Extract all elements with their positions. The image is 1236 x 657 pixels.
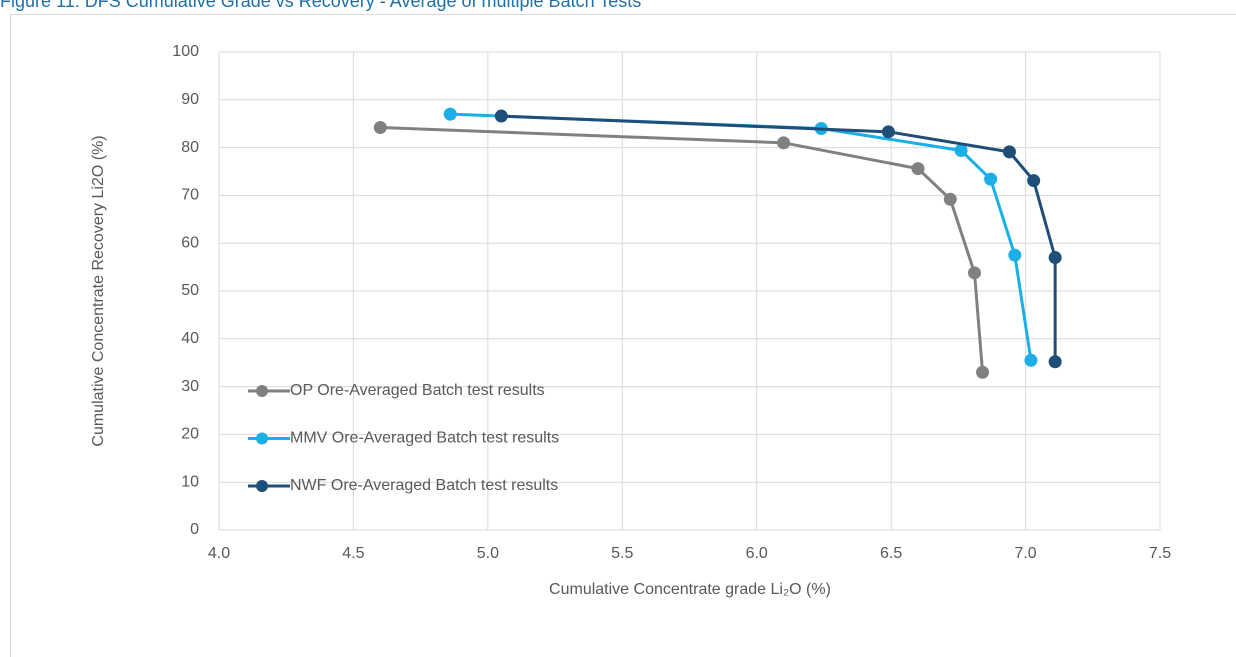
data-point	[1027, 174, 1041, 188]
x-tick-label: 5.5	[611, 545, 633, 562]
data-point	[976, 365, 990, 379]
data-point	[1002, 145, 1016, 159]
x-tick-label: 6.0	[746, 545, 768, 562]
legend-marker	[256, 480, 268, 492]
y-tick-label: 30	[181, 378, 199, 395]
data-point	[1008, 248, 1022, 262]
chart-border	[10, 14, 1236, 657]
x-tick-label: 4.5	[342, 545, 364, 562]
y-tick-label: 90	[181, 91, 199, 108]
data-point	[911, 162, 925, 176]
legend-label: NWF Ore-Averaged Batch test results	[290, 477, 558, 494]
data-point	[881, 125, 895, 139]
data-point	[1048, 355, 1062, 369]
series-line	[450, 112, 1033, 361]
x-tick-label: 7.0	[1014, 545, 1036, 562]
y-tick-label: 0	[190, 521, 199, 538]
data-point	[494, 109, 508, 123]
data-point	[1024, 353, 1038, 367]
x-axis-label: Cumulative Concentrate grade Li₂O (%)	[549, 581, 831, 598]
legend-marker	[256, 385, 268, 397]
chart-title: Figure 11: DFS Cumulative Grade vs Recov…	[0, 0, 641, 11]
x-tick-label: 6.5	[880, 545, 902, 562]
x-tick-label: 4.0	[208, 545, 230, 562]
y-tick-label: 100	[172, 43, 199, 60]
data-point	[443, 107, 457, 121]
y-tick-label: 20	[181, 426, 199, 443]
data-point	[943, 192, 957, 206]
data-point	[373, 121, 387, 135]
x-tick-label: 5.0	[477, 545, 499, 562]
y-tick-label: 70	[181, 187, 199, 204]
y-tick-label: 80	[181, 139, 199, 156]
series-line	[380, 126, 985, 373]
y-tick-label: 60	[181, 234, 199, 251]
legend-marker	[256, 432, 268, 445]
legend-label: MMV Ore-Averaged Batch test results	[290, 430, 559, 447]
y-tick-label: 10	[181, 473, 199, 490]
y-axis-label: Cumulative Concentrate Recovery Li2O (%)	[90, 135, 107, 446]
series-line	[501, 114, 1057, 362]
data-point	[967, 266, 981, 280]
data-point	[954, 143, 968, 157]
x-tick-label: 7.5	[1149, 545, 1171, 562]
data-point	[984, 172, 998, 186]
legend-label: OP Ore-Averaged Batch test results	[290, 382, 545, 399]
data-point	[1048, 251, 1062, 265]
y-tick-label: 50	[181, 282, 199, 299]
y-tick-label: 40	[181, 330, 199, 347]
data-point	[777, 136, 791, 150]
